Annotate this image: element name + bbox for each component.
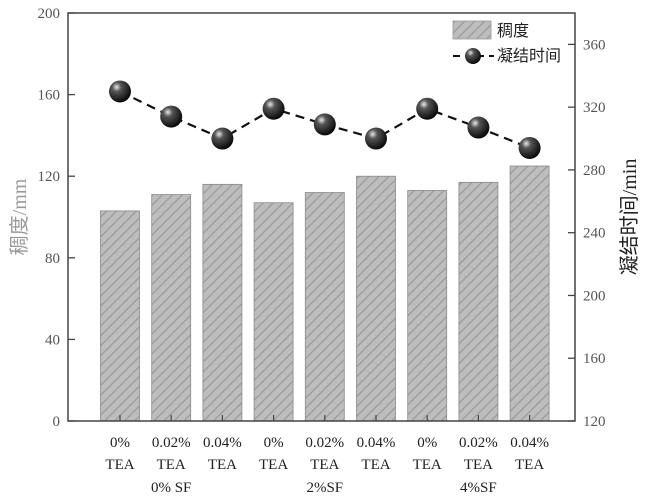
right-axis-ticks: 120 160 200 240 280 320 360	[568, 37, 606, 430]
left-tick-label-5: 200	[38, 6, 61, 22]
left-axis-title: 稠度/mm	[8, 178, 31, 255]
right-tick-label-0: 120	[583, 414, 606, 430]
bar-1	[151, 194, 192, 422]
legend-bar-swatch	[452, 20, 492, 40]
right-tick-label-5: 320	[583, 100, 606, 116]
bar-6	[407, 190, 448, 422]
x-tick-label-7-1: TEA	[464, 457, 493, 473]
setting-time-point-8	[518, 136, 541, 159]
bar-0	[100, 210, 140, 422]
setting-time-point-7	[467, 116, 490, 139]
x-tick-label-5-1: TEA	[361, 457, 390, 473]
right-tick-label-4: 280	[583, 163, 606, 179]
plot-frame	[67, 12, 576, 422]
legend: 稠度 凝结时间	[452, 20, 561, 65]
bar-3	[253, 202, 294, 422]
x-tick-label-7-0: 0.02%	[459, 435, 498, 451]
x-tick-label-8-0: 0.04%	[510, 435, 549, 451]
left-tick-label-0: 0	[53, 414, 61, 430]
left-axis-ticks: 0 40 80 120 160 200	[38, 6, 75, 430]
right-tick-label-3: 240	[583, 226, 606, 242]
left-tick-label-1: 40	[45, 332, 60, 348]
bar-5	[356, 175, 396, 422]
setting-time-point-3	[262, 97, 285, 120]
x-tick-label-2-1: TEA	[208, 457, 237, 473]
legend-bar-label: 稠度	[497, 22, 529, 40]
x-tick-label-0-0: 0%	[110, 435, 130, 451]
group-label-1: 2%SF	[306, 480, 343, 496]
setting-time-point-2	[211, 127, 234, 150]
setting-time-point-4	[313, 113, 336, 136]
left-tick-label-4: 160	[38, 88, 61, 104]
x-tick-label-5-0: 0.04%	[357, 435, 396, 451]
x-tick-label-4-0: 0.02%	[305, 435, 344, 451]
left-tick-label-2: 80	[45, 251, 60, 267]
setting-time-point-6	[416, 97, 439, 120]
legend-line-label: 凝结时间	[497, 47, 561, 65]
group-label-2: 4%SF	[460, 480, 497, 496]
bar-8	[509, 165, 550, 422]
legend-line-marker	[465, 48, 481, 64]
right-axis-title: 凝结时间/min	[618, 159, 641, 276]
setting-time-point-5	[365, 127, 387, 150]
bar-2	[202, 183, 243, 422]
bar-7	[458, 181, 499, 422]
x-tick-label-0-1: TEA	[105, 457, 134, 473]
right-tick-label-2: 200	[583, 288, 606, 304]
setting-time-point-1	[160, 105, 183, 128]
x-tick-label-3-0: 0%	[264, 435, 284, 451]
group-label-0: 0% SF	[151, 480, 191, 496]
right-tick-label-6: 360	[583, 37, 606, 53]
x-tick-label-6-0: 0%	[417, 435, 437, 451]
setting-time-point-0	[109, 80, 131, 103]
x-tick-label-4-1: TEA	[310, 457, 339, 473]
bar-4	[304, 192, 345, 422]
x-tick-label-1-0: 0.02%	[152, 435, 191, 451]
left-tick-label-3: 120	[38, 169, 61, 185]
bars-layer	[100, 165, 550, 422]
x-tick-label-2-0: 0.04%	[203, 435, 242, 451]
x-tick-label-3-1: TEA	[259, 457, 288, 473]
x-axis-ticks: 0% TEA 0.02% TEA 0.04% TEA 0% TEA 0.02% TEA 0.04% T…	[105, 415, 549, 496]
x-tick-label-6-1: TEA	[413, 457, 442, 473]
right-tick-label-1: 160	[583, 351, 606, 367]
x-tick-label-1-1: TEA	[157, 457, 186, 473]
x-tick-label-8-1: TEA	[515, 457, 544, 473]
line-layer	[109, 80, 541, 159]
